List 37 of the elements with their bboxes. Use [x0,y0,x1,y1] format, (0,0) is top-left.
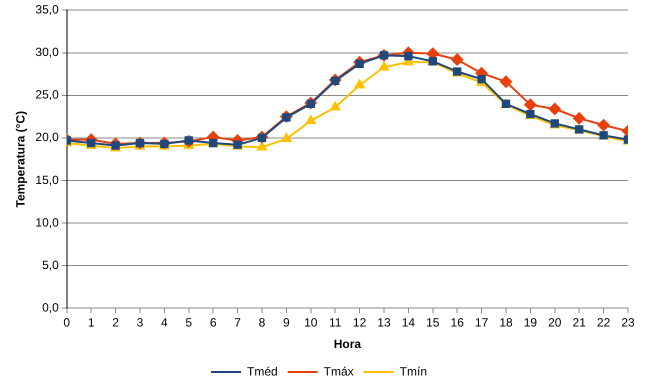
x-tick-label: 6 [210,316,217,330]
x-tick-label: 5 [185,316,192,330]
x-tick-label: 1 [88,316,95,330]
x-tick-label: 8 [258,316,266,330]
y-tick-label: 5,0 [42,258,60,272]
legend-label: Tmín [400,364,428,378]
x-tick-label: 22 [596,316,611,330]
y-tick-label: 30,0 [35,45,60,60]
x-tick-label: 23 [621,316,635,330]
legend-label: Tméd [246,364,278,378]
x-tick-label: 0 [63,316,70,330]
x-tick-label: 9 [283,316,290,330]
x-tick-label: 19 [524,316,538,330]
x-tick-label: 17 [474,316,489,330]
y-tick-label: 25,0 [35,88,60,102]
x-tick-label: 12 [352,316,367,330]
x-tick-label: 11 [328,316,342,330]
legend-label: Tmáx [324,364,354,378]
x-tick-label: 14 [402,316,416,330]
y-tick-label: 0,0 [42,300,60,315]
x-axis-title: Hora [334,337,362,352]
x-tick-label: 10 [304,316,318,330]
y-tick-label: 10,0 [35,215,60,230]
x-tick-label: 4 [161,316,168,330]
x-tick-label: 7 [234,316,242,330]
x-tick-label: 13 [377,316,391,330]
y-axis-title: Temperatura (°C) [14,110,28,208]
x-tick-label: 3 [136,316,144,330]
x-tick-label: 2 [112,316,120,330]
y-tick-label: 15,0 [35,172,60,187]
x-tick-label: 16 [450,316,464,330]
y-tick-label: 20,0 [35,130,60,144]
x-tick-label: 18 [499,316,513,330]
x-tick-label: 21 [572,316,586,330]
y-tick-label: 35,0 [35,2,60,17]
x-tick-label: 20 [548,316,562,330]
x-tick-label: 15 [426,316,440,330]
